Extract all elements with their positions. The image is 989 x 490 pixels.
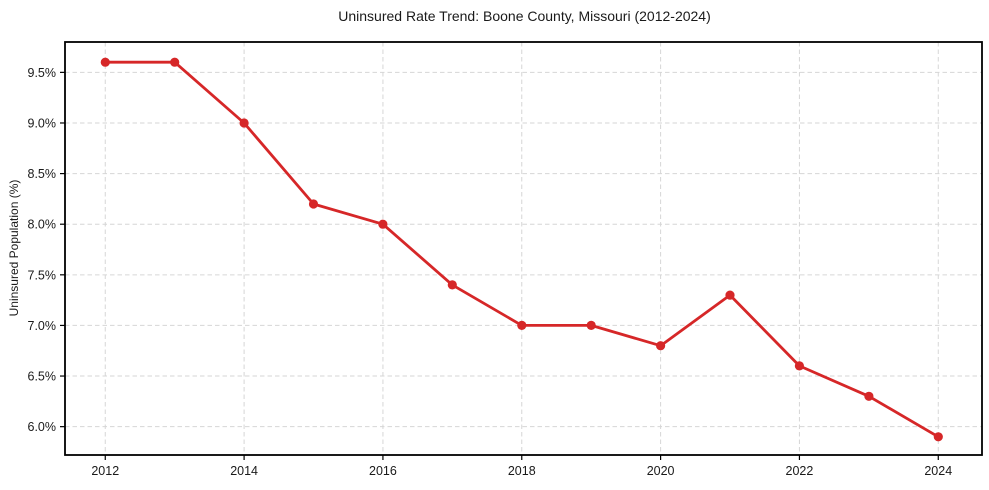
y-tick-label: 6.0%	[28, 420, 57, 434]
plot-background	[65, 42, 982, 455]
chart-title: Uninsured Rate Trend: Boone County, Miss…	[338, 8, 711, 24]
y-tick-label: 9.5%	[28, 66, 57, 80]
y-tick-label: 7.5%	[28, 268, 57, 282]
data-point-2016	[378, 219, 388, 229]
x-tick-label: 2014	[230, 464, 258, 478]
y-tick-label: 9.0%	[28, 116, 57, 130]
data-point-2020	[656, 341, 666, 351]
x-tick-label: 2012	[91, 464, 119, 478]
data-point-2012	[100, 57, 110, 67]
data-point-2022	[794, 361, 805, 371]
y-tick-label: 8.5%	[28, 167, 57, 181]
x-tick-label: 2020	[647, 464, 675, 478]
data-point-2017	[447, 280, 457, 290]
data-point-2018	[517, 320, 527, 330]
data-point-2021	[725, 290, 735, 300]
y-tick-label: 6.5%	[28, 370, 57, 384]
data-point-2015	[308, 199, 319, 209]
x-tick-label: 2024	[924, 464, 952, 478]
y-axis-label: Uninsured Population (%)	[7, 179, 21, 317]
x-tick-label: 2022	[786, 464, 814, 478]
data-point-2024	[933, 432, 943, 442]
plot-border	[64, 41, 983, 456]
x-tick-label: 2016	[369, 464, 397, 478]
x-tick-label: 2018	[508, 464, 536, 478]
y-tick-label: 7.0%	[28, 319, 57, 333]
data-point-2013	[170, 57, 180, 67]
data-point-2014	[239, 118, 249, 128]
data-point-2019	[586, 320, 596, 330]
y-tick-label: 8.0%	[28, 218, 57, 232]
data-point-2023	[864, 391, 874, 401]
